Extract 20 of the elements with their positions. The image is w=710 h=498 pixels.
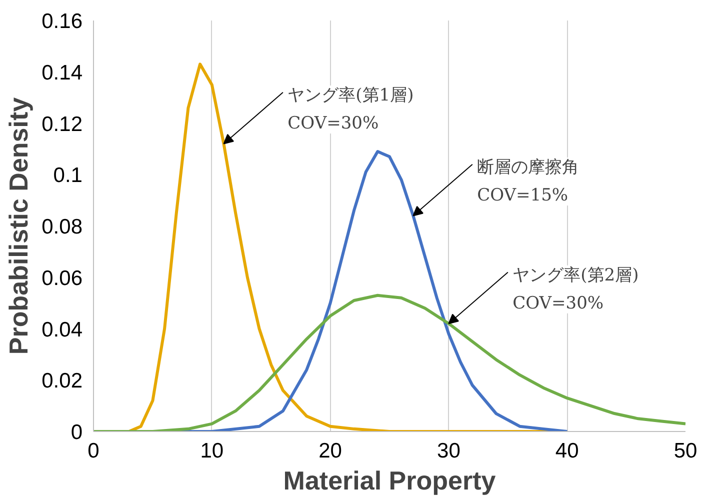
annotation: ヤング率(第2層) COV=30% — [512, 265, 639, 314]
x-tick-label: 40 — [555, 440, 579, 462]
x-tick-label: 30 — [437, 440, 460, 462]
y-tick-label: 0.06 — [42, 266, 83, 290]
y-tick-label: 0.12 — [42, 112, 83, 136]
y-tick-label: 0 — [70, 421, 83, 444]
y-tick-label: 0.08 — [42, 216, 83, 238]
y-tick-label: 0.04 — [42, 318, 83, 342]
y-tick-label: 0.14 — [42, 61, 83, 84]
x-tick-label: 10 — [200, 440, 224, 462]
y-tick-label: 0.16 — [42, 10, 83, 33]
y-tick-label: 0.02 — [42, 370, 83, 393]
x-tick-label: 20 — [318, 440, 342, 462]
y-axis-title: Probabilistic Density — [4, 96, 34, 355]
x-axis-title: Material Property — [283, 466, 496, 496]
y-tick-label: 0.1 — [53, 164, 83, 188]
annotation: 断層の摩擦角 COV=15% — [477, 157, 580, 206]
annotation: ヤング率(第1層) COV=30% — [288, 86, 414, 134]
x-tick-label: 50 — [674, 440, 698, 462]
x-tick-label: 0 — [88, 440, 100, 462]
